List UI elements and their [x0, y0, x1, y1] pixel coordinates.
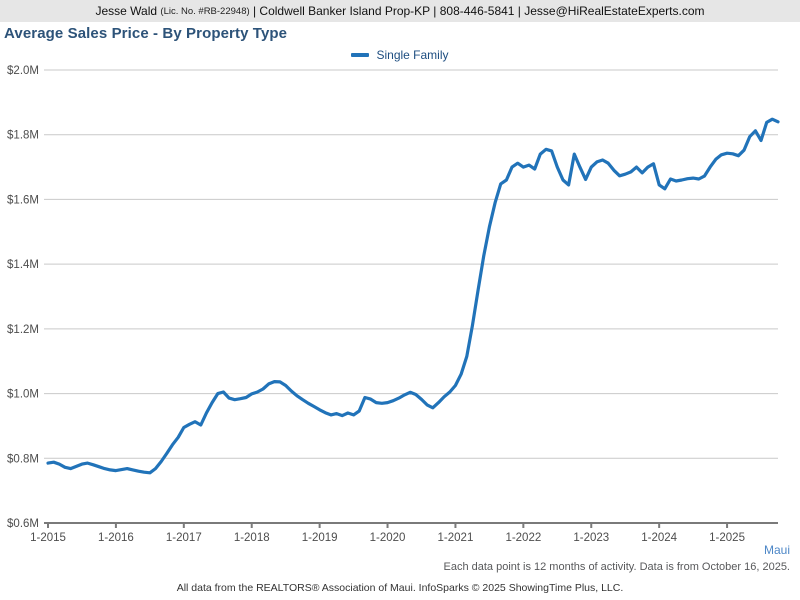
x-tick-label: 1-2021: [438, 532, 474, 544]
y-tick-label: $1.4M: [7, 259, 39, 271]
x-tick-label: 1-2020: [370, 532, 406, 544]
y-tick-label: $1.2M: [7, 324, 39, 336]
x-tick-label: 1-2024: [641, 532, 677, 544]
x-tick-label: 1-2022: [505, 532, 541, 544]
y-tick-label: $1.6M: [7, 194, 39, 206]
y-tick-label: $0.6M: [7, 518, 39, 530]
x-tick-label: 1-2015: [30, 532, 66, 544]
x-tick-label: 1-2016: [98, 532, 134, 544]
y-tick-label: $1.0M: [7, 389, 39, 401]
agent-name: Jesse Wald: [95, 4, 161, 18]
x-tick-label: 1-2019: [302, 532, 338, 544]
y-tick-label: $2.0M: [7, 65, 39, 77]
y-tick-label: $1.8M: [7, 130, 39, 142]
x-tick-label: 1-2023: [573, 532, 609, 544]
agent-license: (Lic. No. #RB-22948): [160, 5, 250, 17]
region-link-maui[interactable]: Maui: [763, 543, 790, 557]
agent-contact-details: | Coldwell Banker Island Prop-KP | 808-4…: [249, 4, 705, 18]
data-footnote: Each data point is 12 months of activity…: [443, 561, 790, 573]
attribution-text: All data from the REALTORS® Association …: [176, 582, 624, 594]
x-tick-label: 1-2017: [166, 532, 202, 544]
x-tick-label: 1-2025: [709, 532, 745, 544]
legend-label: Single Family: [376, 48, 449, 62]
legend-line-swatch: [351, 53, 370, 57]
page-title: Average Sales Price - By Property Type: [4, 25, 288, 42]
chart-legend: Single Family: [0, 47, 800, 63]
y-tick-label: $0.8M: [7, 453, 39, 465]
single-family-price-line: [46, 117, 780, 475]
agent-header-bar: Jesse Wald (Lic. No. #RB-22948) | Coldwe…: [0, 0, 800, 22]
x-tick-label: 1-2018: [234, 532, 270, 544]
